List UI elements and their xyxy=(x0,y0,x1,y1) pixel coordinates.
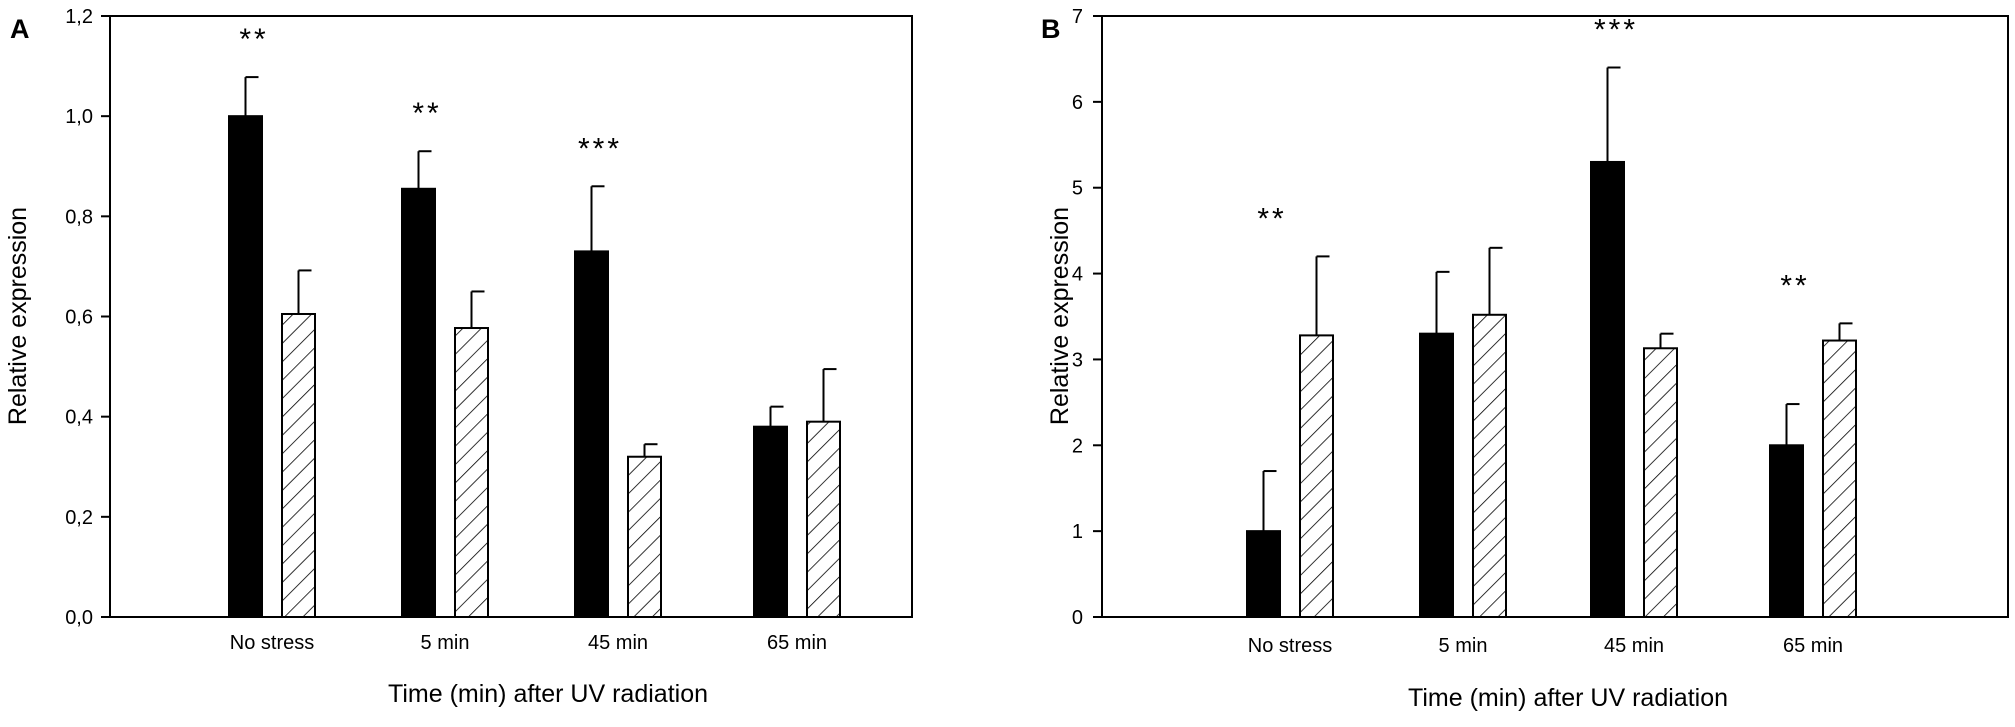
significance-marker: *** xyxy=(1594,14,1638,47)
y-axis-title: Relative expression xyxy=(4,207,32,425)
category-label: 65 min xyxy=(1783,635,1843,657)
y-tick-label: 1,0 xyxy=(65,106,93,128)
significance-marker: ** xyxy=(412,97,441,130)
bar-hatched xyxy=(627,455,662,618)
category-label: 5 min xyxy=(421,632,470,654)
category-label: 45 min xyxy=(1604,635,1664,657)
y-tick-label: 3 xyxy=(1072,349,1083,371)
category-label: No stress xyxy=(1248,635,1332,657)
y-tick-label: 5 xyxy=(1072,178,1083,200)
bar-solid xyxy=(1590,160,1625,618)
bar-hatched xyxy=(1822,339,1857,618)
bar-hatched xyxy=(1643,347,1678,618)
x-axis-title: Time (min) after UV radiation xyxy=(1408,684,1728,712)
bar-hatched xyxy=(1472,313,1507,618)
panel-label: B xyxy=(1041,14,1061,44)
significance-marker: ** xyxy=(239,23,268,56)
significance-marker: *** xyxy=(578,132,622,165)
bar-hatched xyxy=(1299,334,1334,618)
y-tick-label: 1 xyxy=(1072,521,1083,543)
significance-marker: ** xyxy=(1257,202,1286,235)
y-tick-label: 0,6 xyxy=(65,307,93,329)
y-tick-label: 0,4 xyxy=(65,407,93,429)
chart-panel-b: 0 1 2 3 4 5 6 7 No stress ** 5 min 45 min *** 65 min *… xyxy=(1041,6,2009,712)
category-label: No stress xyxy=(230,632,314,654)
bar-hatched xyxy=(281,312,316,618)
bar-hatched xyxy=(806,420,841,618)
y-tick-label: 0,2 xyxy=(65,507,93,529)
y-tick-label: 4 xyxy=(1072,264,1083,286)
chart-panel-a: 0,0 0,2 0,4 0,6 0,8 1,0 1,2 No stress ** 5 min ** 4… xyxy=(4,6,913,708)
significance-marker: ** xyxy=(1780,269,1809,302)
bar-solid xyxy=(753,425,788,618)
bar-solid xyxy=(228,115,263,619)
y-tick-label: 0,8 xyxy=(65,206,93,228)
category-label: 65 min xyxy=(767,632,827,654)
bar-solid xyxy=(574,250,609,618)
x-axis-title: Time (min) after UV radiation xyxy=(388,680,708,708)
y-tick-label: 1,2 xyxy=(65,6,93,28)
bar-solid xyxy=(1419,332,1454,618)
y-tick-label: 6 xyxy=(1072,92,1083,114)
y-tick-label: 0 xyxy=(1072,607,1083,629)
bar-solid xyxy=(1246,530,1281,619)
bar-solid xyxy=(1769,444,1804,618)
y-axis-title: Relative expression xyxy=(1046,207,1074,425)
y-tick-label: 7 xyxy=(1072,6,1083,28)
y-tick-label: 2 xyxy=(1072,435,1083,457)
bar-hatched xyxy=(454,327,489,618)
bar-solid xyxy=(401,187,436,618)
category-label: 45 min xyxy=(588,632,648,654)
y-tick-label: 0,0 xyxy=(65,607,93,629)
plot-frame xyxy=(1101,15,2009,618)
panel-label: A xyxy=(10,14,30,44)
category-label: 5 min xyxy=(1439,635,1488,657)
